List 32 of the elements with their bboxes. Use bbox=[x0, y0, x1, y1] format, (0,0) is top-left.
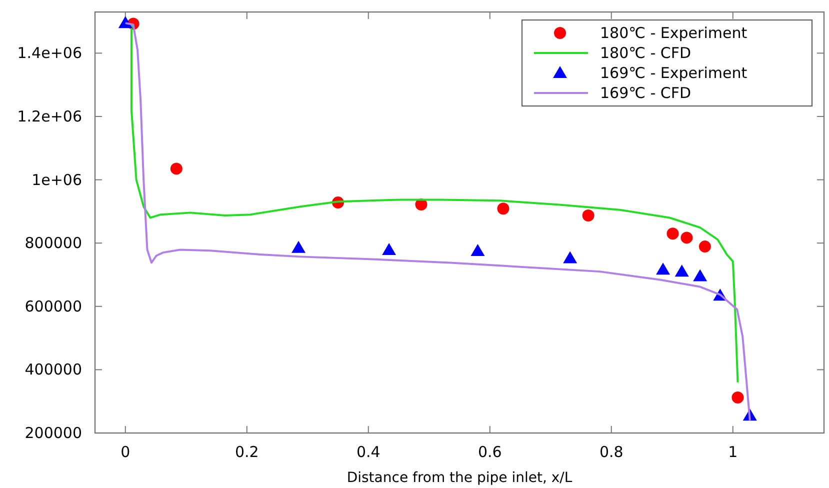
x-tick-label: 0.8 bbox=[599, 443, 624, 461]
point bbox=[170, 162, 182, 175]
y-tick-label: 1.4e+06 bbox=[17, 44, 82, 62]
legend-label: 169℃ - Experiment bbox=[600, 64, 748, 82]
point bbox=[470, 244, 485, 256]
point bbox=[666, 228, 679, 240]
point bbox=[680, 232, 693, 244]
point bbox=[563, 251, 578, 264]
y-tick-label: 600000 bbox=[24, 297, 82, 316]
point bbox=[656, 262, 670, 275]
x-tick-label: 1 bbox=[728, 443, 738, 461]
legend-label: 180℃ - Experiment bbox=[600, 24, 748, 42]
point bbox=[292, 240, 306, 253]
x-axis-title: Distance from the pipe inlet, x/L bbox=[346, 470, 572, 486]
y-tick-label: 1.2e+06 bbox=[17, 107, 82, 126]
legend-label: 169℃ - CFD bbox=[600, 84, 692, 102]
y-tick-label: 200000 bbox=[24, 424, 82, 442]
point bbox=[582, 210, 594, 222]
x-tick-label: 0.2 bbox=[234, 443, 259, 461]
legend-label: 180℃ - CFD bbox=[600, 44, 692, 62]
x-tick-label: 0.4 bbox=[356, 443, 380, 461]
y-tick-label: 1e+06 bbox=[32, 170, 82, 189]
x-tick-label: 0 bbox=[120, 443, 130, 461]
point bbox=[698, 240, 711, 253]
point bbox=[693, 269, 708, 282]
x-tick-label: 0.6 bbox=[478, 443, 502, 461]
y-tick-label: 800000 bbox=[24, 234, 82, 252]
point bbox=[497, 202, 510, 215]
point bbox=[732, 392, 744, 404]
point bbox=[382, 243, 396, 256]
point bbox=[674, 264, 689, 277]
y-tick-label: 400000 bbox=[24, 360, 82, 379]
